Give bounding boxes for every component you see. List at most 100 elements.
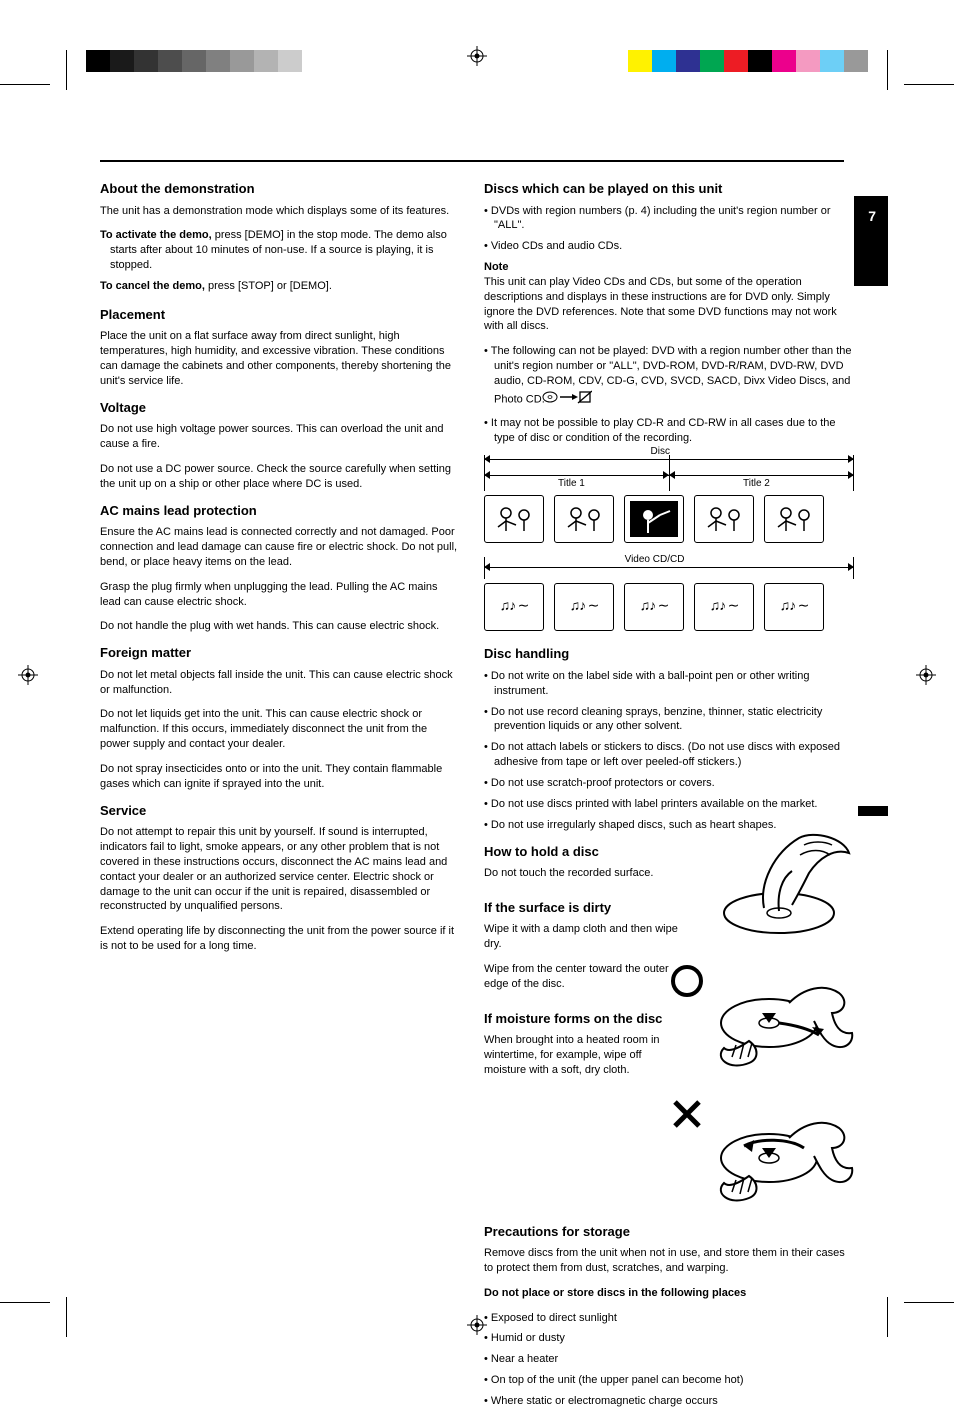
crop-mark	[904, 1302, 954, 1303]
color-swatch	[230, 50, 254, 72]
color-swatch	[86, 50, 110, 72]
paragraph: Do not touch the recorded surface.	[484, 866, 684, 881]
bullet-body: Do not use scratch-proof protectors or c…	[491, 777, 715, 789]
thumbnail-row	[484, 495, 854, 543]
paragraph: Ensure the AC mains lead is connected co…	[100, 525, 460, 570]
thumbnail-icon: ♫♪ ∼	[484, 583, 544, 631]
paragraph: Do not use high voltage power sources. T…	[100, 422, 460, 452]
bullet-body: press [STOP] or [DEMO].	[205, 280, 332, 292]
crop-mark	[66, 50, 67, 90]
measurement-bar: Video CD/CD	[484, 557, 854, 579]
paragraph: Do not use a DC power source. Check the …	[100, 462, 460, 492]
column-left: About the demonstration The unit has a d…	[100, 180, 460, 1415]
section-heading: AC mains lead protection	[100, 502, 460, 520]
color-swatch	[700, 50, 724, 72]
bullet-body: On top of the unit (the upper panel can …	[491, 1374, 744, 1386]
bullet-item: • DVDs with region numbers (p. 4) includ…	[484, 204, 854, 234]
crop-mark	[887, 1297, 888, 1337]
color-swatch	[182, 50, 206, 72]
color-swatch	[628, 50, 652, 72]
bullet-label: To cancel the demo,	[100, 280, 205, 292]
thumbnail-icon: ♫♪ ∼	[554, 583, 614, 631]
figure-label: Video CD/CD	[625, 553, 685, 567]
section-heading: If moisture forms on the disc	[484, 1010, 684, 1028]
bullet-body: Where static or electromagnetic charge o…	[491, 1395, 718, 1407]
paragraph: Do not spray insecticides onto or into t…	[100, 762, 460, 792]
color-swatch	[772, 50, 796, 72]
paragraph: Place the unit on a flat surface away fr…	[100, 329, 460, 388]
paragraph: Grasp the plug firmly when unplugging th…	[100, 580, 460, 610]
disc-no-play-icon	[552, 389, 592, 410]
paragraph: NoteThis unit can play Video CDs and CDs…	[484, 260, 854, 334]
section-heading: Voltage	[100, 399, 460, 417]
paragraph: Do not let metal objects fall inside the…	[100, 668, 460, 698]
bullet-body: Do not write on the label side with a ba…	[491, 670, 810, 697]
bullet-item: • Where static or electromagnetic charge…	[484, 1394, 854, 1409]
section-heading: If the surface is dirty	[484, 899, 684, 917]
paragraph: Do not handle the plug with wet hands. T…	[100, 619, 460, 634]
bullet-item: • It may not be possible to play CD-R an…	[484, 416, 854, 446]
paragraph: When brought into a heated room in winte…	[484, 1033, 684, 1078]
color-swatch	[652, 50, 676, 72]
crop-mark	[887, 50, 888, 90]
bullet-item: • Near a heater	[484, 1352, 854, 1367]
crop-mark	[0, 84, 50, 85]
illustration-wipe-incorrect	[704, 1088, 854, 1213]
section-heading: Disc handling	[484, 645, 854, 663]
bullet-body: Do not use record cleaning sprays, benzi…	[491, 706, 822, 733]
grayscale-colorbar	[86, 50, 326, 72]
bullet-body: Do not use irregularly shaped discs, suc…	[491, 819, 777, 831]
bullet-body: Do not use discs printed with label prin…	[491, 798, 818, 810]
crop-mark	[0, 1302, 50, 1303]
color-swatch	[796, 50, 820, 72]
color-swatch	[676, 50, 700, 72]
paragraph: Do not let liquids get into the unit. Th…	[100, 707, 460, 752]
section-heading: About the demonstration	[100, 180, 460, 198]
bullet-item: • Exposed to direct sunlight	[484, 1311, 854, 1326]
thumbnail-icon: ♫♪ ∼	[624, 583, 684, 631]
color-swatch	[724, 50, 748, 72]
crop-mark	[66, 1297, 67, 1337]
thumbnail-row: ♫♪ ∼♫♪ ∼♫♪ ∼♫♪ ∼♫♪ ∼	[484, 583, 854, 631]
incorrect-mark-icon	[672, 1093, 702, 1142]
color-swatch	[748, 50, 772, 72]
thumbnail-icon	[484, 495, 544, 543]
measurement-bar: Disc Title 1 Title 2	[484, 455, 854, 491]
figure-label: Disc	[651, 445, 670, 459]
paragraph: Wipe it with a damp cloth and then wipe …	[484, 922, 684, 952]
page-number: 7	[868, 208, 876, 224]
crop-mark	[904, 84, 954, 85]
figure-cd-structure: Video CD/CD ♫♪ ∼♫♪ ∼♫♪ ∼♫♪ ∼♫♪ ∼	[484, 557, 854, 631]
registration-target-icon	[916, 665, 936, 685]
figure-label: Title 1	[558, 477, 585, 491]
section-divider	[100, 160, 844, 162]
bullet-item: To activate the demo, press [DEMO] in th…	[100, 228, 460, 273]
color-swatch	[254, 50, 278, 72]
color-swatch	[134, 50, 158, 72]
paragraph: The unit has a demonstration mode which …	[100, 204, 460, 219]
bullet-item: • On top of the unit (the upper panel ca…	[484, 1373, 854, 1388]
bullet-item: • Do not use record cleaning sprays, ben…	[484, 705, 854, 735]
section-heading: Service	[100, 802, 460, 820]
thumbnail-icon: ♫♪ ∼	[694, 583, 754, 631]
bullet-body: It may not be possible to play CD-R and …	[491, 417, 836, 444]
page-edge-mark	[858, 806, 888, 816]
section-heading: Placement	[100, 306, 460, 324]
figure-label: Title 2	[743, 477, 770, 491]
bullet-body: Do not attach labels or stickers to disc…	[491, 741, 840, 768]
bullet-item: • The following can not be played: DVD w…	[484, 344, 854, 409]
paragraph: Remove discs from the unit when not in u…	[484, 1246, 854, 1276]
page-content: About the demonstration The unit has a d…	[100, 180, 855, 1415]
column-right: Discs which can be played on this unit •…	[484, 180, 854, 1415]
thumbnail-icon	[624, 495, 684, 543]
bullet-item: • Do not use irregularly shaped discs, s…	[484, 818, 854, 833]
illustration-wipe-correct	[704, 953, 854, 1078]
registration-target-icon	[18, 665, 38, 685]
bullet-body: Humid or dusty	[491, 1332, 565, 1344]
paragraph: Extend operating life by disconnecting t…	[100, 924, 460, 954]
color-swatch	[302, 50, 326, 72]
paragraph: Wipe from the center toward the outer ed…	[484, 962, 684, 992]
thumbnail-icon	[554, 495, 614, 543]
bullet-body: Near a heater	[491, 1353, 558, 1365]
paragraph: Do not place or store discs in the follo…	[484, 1286, 854, 1301]
